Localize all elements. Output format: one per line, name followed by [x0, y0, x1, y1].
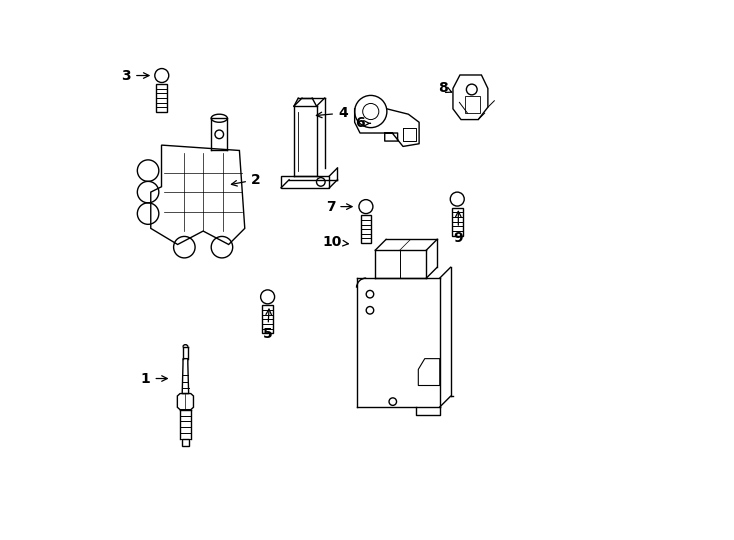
- Text: 9: 9: [454, 211, 463, 245]
- Text: 2: 2: [231, 173, 261, 187]
- Text: 5: 5: [263, 309, 272, 341]
- Text: 8: 8: [438, 82, 451, 96]
- Text: 7: 7: [326, 200, 352, 214]
- Text: 3: 3: [122, 69, 149, 83]
- Text: 10: 10: [322, 235, 349, 249]
- Text: 6: 6: [355, 116, 371, 130]
- Bar: [281, 176, 330, 188]
- Text: 1: 1: [141, 372, 167, 386]
- Bar: [465, 97, 480, 113]
- Bar: [182, 439, 189, 446]
- Text: 4: 4: [316, 106, 348, 120]
